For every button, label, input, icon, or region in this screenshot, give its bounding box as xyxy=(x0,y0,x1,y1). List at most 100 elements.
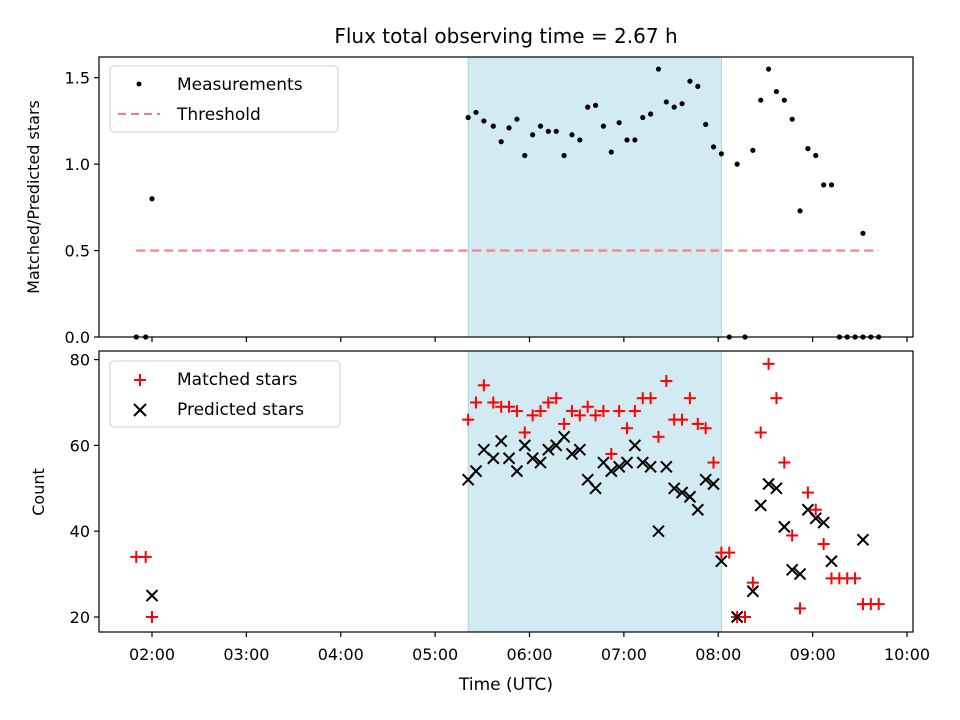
measurement-point xyxy=(616,120,622,126)
measurement-point xyxy=(758,97,764,103)
predicted-stars-point xyxy=(636,456,649,469)
measurement-point xyxy=(695,83,701,89)
matched-stars-point xyxy=(754,426,767,439)
predicted-stars-point xyxy=(589,482,602,495)
top-legend: Measurements Threshold xyxy=(109,65,339,133)
matched-stars-point xyxy=(462,413,475,426)
measurement-point xyxy=(545,128,551,134)
matched-stars-point xyxy=(762,357,775,370)
predicted-stars-point xyxy=(542,443,555,456)
matched-stars-point xyxy=(597,405,610,418)
predicted-stars-point xyxy=(557,430,571,444)
matched-stars-point xyxy=(691,417,704,430)
measurement-point xyxy=(703,121,709,128)
matched-stars-point xyxy=(518,426,531,439)
predicted-stars-point xyxy=(573,443,587,456)
bottom-panel: 02:00 03:00 04:00 05:00 06:00 07:00 08:00 09:00… xyxy=(29,350,930,695)
matched-stars-point xyxy=(573,409,586,422)
bottom-legend-box xyxy=(109,360,341,428)
measurement-point xyxy=(710,144,717,150)
matched-stars-point xyxy=(542,396,555,409)
predicted-stars-point xyxy=(487,452,500,465)
measurement-point xyxy=(781,97,787,103)
matched-stars-point xyxy=(558,417,571,430)
predicted-stars-point xyxy=(494,434,508,448)
measurement-point xyxy=(734,161,740,167)
matched-stars-point xyxy=(628,405,641,418)
x-tick-label: 06:00 xyxy=(506,645,552,664)
predicted-stars-point xyxy=(534,456,547,469)
legend-measurements-marker xyxy=(136,81,142,87)
matched-stars-point xyxy=(801,486,814,499)
matched-stars-point xyxy=(794,602,807,615)
x-axis-label: Time (UTC) xyxy=(458,675,553,695)
predicted-stars-point xyxy=(793,567,807,581)
measurement-point xyxy=(522,152,528,159)
x-tick-label: 08:00 xyxy=(695,645,741,664)
matched-stars-point xyxy=(723,546,736,559)
measurement-point xyxy=(663,99,669,105)
measurement-point xyxy=(592,102,599,108)
predicted-stars-point xyxy=(825,555,838,568)
matched-stars-point xyxy=(809,503,822,516)
measurement-point xyxy=(671,104,677,110)
measurement-point xyxy=(577,137,583,143)
measurement-point xyxy=(149,196,155,202)
predicted-stars-point xyxy=(691,503,705,516)
top-panel: 0.0 0.5 1.0 1.5 Matched/Predicted stars Mea… xyxy=(24,56,914,347)
matched-stars-point xyxy=(746,576,759,589)
measurement-point xyxy=(679,101,685,107)
predicted-stars-point xyxy=(856,533,870,546)
measurement-point xyxy=(765,66,772,72)
measurement-point xyxy=(481,118,487,124)
matched-stars-point xyxy=(707,456,720,469)
predicted-stars-point xyxy=(518,439,531,452)
measurement-point xyxy=(773,88,780,95)
measurement-point xyxy=(632,137,638,143)
measurement-point xyxy=(687,78,693,84)
matched-stars-point xyxy=(644,392,657,405)
measurement-point xyxy=(718,151,724,157)
measurement-point xyxy=(530,132,536,138)
top-y-tick-label: 0.0 xyxy=(65,328,90,347)
measurement-point xyxy=(608,149,614,155)
measurement-point xyxy=(473,109,479,115)
predicted-stars-point xyxy=(565,447,579,461)
legend-matched-marker xyxy=(134,374,146,386)
measurement-point xyxy=(569,132,575,138)
matched-stars-point xyxy=(786,529,799,542)
legend-predicted-marker xyxy=(133,403,147,417)
predicted-stars-point xyxy=(730,610,744,624)
predicted-stars-point xyxy=(510,464,524,478)
matched-stars-point xyxy=(621,422,634,435)
legend-measurements-label: Measurements xyxy=(177,75,303,95)
x-tick-label: 04:00 xyxy=(318,645,364,664)
measurement-point xyxy=(789,116,795,122)
matched-stars-point xyxy=(652,430,665,443)
measurement-point xyxy=(490,123,496,129)
matched-stars-point xyxy=(534,405,547,418)
matched-stars-point xyxy=(487,396,500,409)
bottom-y-tick-label: 20 xyxy=(70,608,90,627)
measurement-point xyxy=(750,147,756,153)
bottom-legend: Matched stars Predicted stars xyxy=(109,360,341,428)
bottom-y-tick-label: 80 xyxy=(70,351,90,370)
measurement-point xyxy=(553,128,559,134)
predicted-stars-point xyxy=(644,460,657,474)
chart-title: Flux total observing time = 2.67 h xyxy=(334,24,677,48)
top-observing-window xyxy=(467,56,722,338)
measurement-point xyxy=(655,66,662,72)
top-y-axis-label: Matched/Predicted stars xyxy=(24,100,43,294)
predicted-stars-point xyxy=(762,477,775,491)
predicted-stars-point xyxy=(707,477,720,491)
matched-stars-point xyxy=(146,610,158,623)
matched-stars-point xyxy=(510,405,523,418)
top-y-tick-label: 1.5 xyxy=(65,69,90,88)
legend-matched-label: Matched stars xyxy=(177,370,297,390)
bottom-y-axis-label: Count xyxy=(29,468,48,516)
predicted-stars-point xyxy=(612,460,626,474)
predicted-stars-point xyxy=(620,456,634,469)
x-tick-label: 10:00 xyxy=(884,645,930,664)
predicted-stars-point xyxy=(469,464,483,478)
